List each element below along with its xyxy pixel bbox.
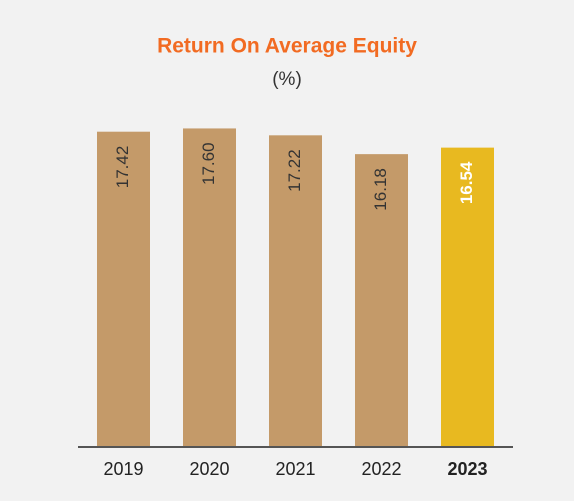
chart-subtitle: (%) [272, 69, 302, 90]
bar [183, 128, 236, 447]
x-tick-label: 2020 [189, 459, 229, 479]
value-label: 17.42 [113, 146, 132, 189]
bar [441, 147, 494, 447]
bar [269, 135, 322, 447]
value-label: 16.18 [371, 168, 390, 211]
value-label: 17.22 [285, 149, 304, 192]
x-tick-label: 2022 [361, 459, 401, 479]
x-tick-label: 2021 [275, 459, 315, 479]
x-tick-label: 2019 [103, 459, 143, 479]
value-label: 17.60 [199, 142, 218, 185]
x-tick-label: 2023 [447, 459, 487, 479]
bar [355, 154, 408, 447]
value-label: 16.54 [457, 161, 476, 204]
chart-title: Return On Average Equity [157, 35, 417, 58]
bar [97, 131, 150, 447]
